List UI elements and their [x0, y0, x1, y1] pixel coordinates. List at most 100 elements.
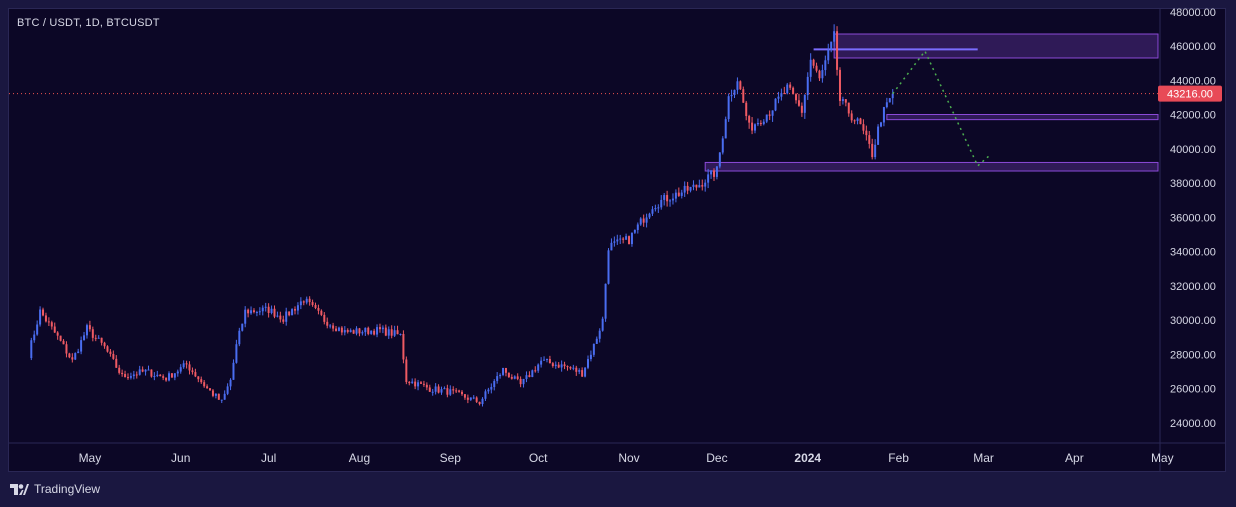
- candle-body: [836, 31, 839, 70]
- candle-body: [718, 152, 721, 167]
- candle-body: [381, 327, 384, 330]
- candle-body: [226, 386, 229, 394]
- candle-body: [487, 389, 490, 392]
- candle-body: [543, 359, 546, 361]
- candle-body: [504, 367, 507, 373]
- candle-body: [748, 116, 751, 123]
- candle-body: [674, 192, 677, 199]
- candle-body: [560, 364, 563, 368]
- candle-body: [680, 192, 683, 196]
- candle-body: [727, 96, 730, 120]
- candle-body: [707, 174, 710, 183]
- x-tick-label: 2024: [794, 451, 821, 465]
- candle-body: [419, 382, 422, 384]
- candle-body: [742, 89, 745, 103]
- y-tick-label: 32000.00: [1170, 281, 1216, 293]
- candle-body: [721, 138, 724, 153]
- candle-body: [68, 353, 71, 358]
- candle-body: [795, 94, 798, 101]
- candle-body: [639, 218, 642, 225]
- candle-body: [648, 213, 651, 218]
- candle-body: [736, 81, 739, 90]
- candle-body: [475, 397, 478, 402]
- candle-body: [882, 107, 885, 123]
- candle-body: [654, 208, 657, 210]
- candle-body: [261, 307, 264, 312]
- candle-body: [663, 195, 666, 200]
- candle-body: [276, 315, 279, 317]
- candle-body: [273, 308, 276, 317]
- candle-body: [428, 387, 431, 392]
- candle-body: [39, 309, 42, 325]
- candle-body: [411, 381, 414, 384]
- candle-body: [396, 330, 399, 335]
- candle-body: [522, 378, 525, 385]
- candle-body: [856, 118, 859, 121]
- x-tick-label: Apr: [1065, 451, 1084, 465]
- candle-body: [434, 386, 437, 392]
- candle-body: [94, 337, 97, 339]
- candle-body: [361, 332, 364, 334]
- candle-body: [59, 335, 62, 341]
- candle-body: [179, 367, 182, 372]
- candle-body: [616, 239, 619, 242]
- candle-body: [604, 283, 607, 319]
- candle-body: [232, 362, 235, 380]
- candle-body: [695, 184, 698, 188]
- candle-body: [144, 369, 147, 372]
- candle-body: [294, 309, 296, 311]
- candle-body: [317, 307, 320, 311]
- candle-body: [783, 93, 786, 95]
- candle-body: [267, 306, 270, 313]
- candle-body: [657, 207, 660, 209]
- current-price-label-bg: [1158, 85, 1222, 102]
- candle-body: [730, 95, 733, 97]
- candle-body: [191, 370, 194, 373]
- candle-body: [408, 381, 411, 384]
- y-tick-label: 34000.00: [1170, 247, 1216, 259]
- x-tick-label: Sep: [440, 451, 462, 465]
- candle-body: [417, 382, 420, 387]
- y-tick-label: 46000.00: [1170, 41, 1216, 53]
- candle-body: [818, 70, 821, 79]
- candle-body: [595, 338, 598, 344]
- candle-body: [481, 398, 484, 405]
- candle-body: [540, 360, 543, 365]
- candle-body: [786, 84, 789, 94]
- candle-body: [176, 371, 179, 374]
- candle-body: [592, 343, 595, 355]
- candle-body: [185, 363, 188, 365]
- candle-body: [625, 236, 628, 240]
- candle-body: [440, 389, 443, 393]
- candle-body: [777, 96, 780, 99]
- candle-body: [250, 310, 253, 314]
- candle-body: [692, 184, 695, 187]
- candle-body: [112, 353, 115, 359]
- x-tick-label: Jun: [171, 451, 190, 465]
- brand-label: TradingView: [34, 482, 101, 496]
- candle-body: [745, 102, 748, 117]
- candle-body: [390, 329, 393, 336]
- tradingview-brand[interactable]: TradingView: [10, 482, 100, 496]
- candle-body: [118, 367, 121, 373]
- candle-body: [282, 319, 285, 322]
- candle-body: [340, 327, 343, 333]
- candle-body: [173, 373, 176, 378]
- candle-body: [660, 199, 663, 208]
- candle-body: [563, 364, 566, 367]
- candle-body: [88, 325, 91, 330]
- candle-body: [493, 380, 496, 387]
- candle-body: [311, 302, 314, 305]
- candle-body: [824, 60, 827, 71]
- candle-body: [466, 397, 469, 400]
- candle-body: [425, 384, 428, 388]
- candle-body: [71, 357, 74, 360]
- candle-body: [569, 366, 572, 369]
- candle-body: [387, 329, 390, 336]
- candle-body: [91, 329, 94, 338]
- candle-body: [815, 65, 818, 71]
- symbol-title: BTC / USDT, 1D, BTCUSDT: [17, 17, 160, 29]
- candle-body: [270, 308, 273, 313]
- candle-body: [698, 185, 701, 188]
